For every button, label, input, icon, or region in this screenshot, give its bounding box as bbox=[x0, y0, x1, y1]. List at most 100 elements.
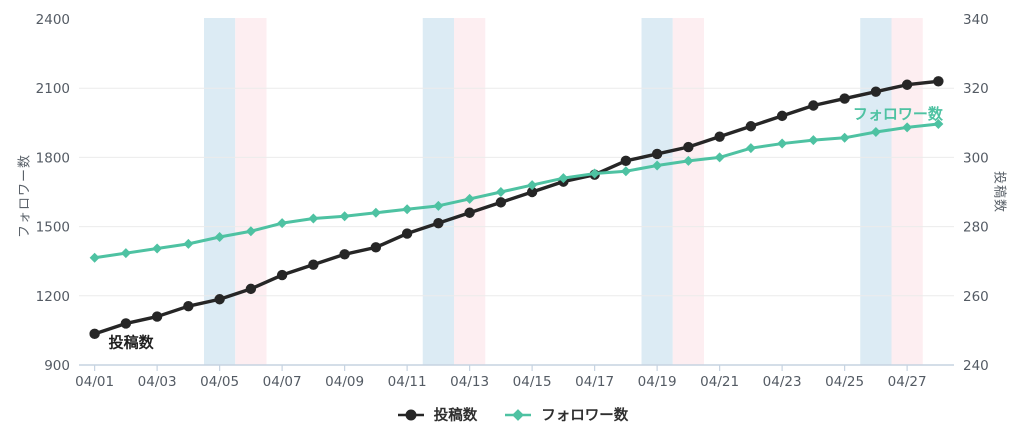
data-point-followers bbox=[277, 218, 288, 229]
saturday-band bbox=[422, 18, 454, 365]
legend-item-posts[interactable]: 投稿数 bbox=[396, 404, 478, 425]
y-right-tick-label: 300 bbox=[963, 150, 989, 166]
data-point-posts bbox=[433, 217, 444, 229]
data-point-posts bbox=[870, 86, 882, 97]
y-left-tick-label: 2100 bbox=[36, 81, 70, 97]
x-tick-label: 04/07 bbox=[263, 374, 302, 390]
x-tick-label: 04/17 bbox=[575, 374, 614, 390]
data-point-followers bbox=[620, 166, 631, 177]
data-point-posts bbox=[464, 207, 475, 218]
y-axis-left-labels: 900 1200 1500 1800 2100 2400 bbox=[36, 12, 70, 374]
data-point-posts bbox=[933, 76, 944, 87]
data-point-followers bbox=[902, 122, 913, 133]
data-point-posts bbox=[401, 228, 413, 239]
data-point-followers bbox=[183, 238, 194, 249]
y-left-tick-label: 1800 bbox=[36, 150, 70, 166]
data-point-posts bbox=[714, 131, 725, 142]
saturday-band bbox=[204, 18, 236, 365]
data-point-followers bbox=[683, 155, 694, 166]
data-point-posts bbox=[308, 259, 319, 270]
data-point-posts bbox=[276, 269, 288, 281]
posts-series-label: 投稿数 bbox=[109, 333, 155, 351]
y-left-tick-label: 900 bbox=[44, 358, 70, 374]
x-tick-label: 04/11 bbox=[388, 374, 427, 390]
data-point-posts bbox=[120, 318, 132, 329]
sunday-band bbox=[235, 18, 267, 365]
followers-series-label: フォロワー数 bbox=[853, 105, 944, 123]
data-point-followers bbox=[370, 207, 381, 218]
data-point-followers bbox=[745, 143, 756, 154]
data-point-followers bbox=[120, 248, 131, 259]
data-point-posts bbox=[339, 249, 350, 260]
series-followers bbox=[89, 118, 944, 263]
data-point-posts bbox=[370, 242, 382, 253]
x-axis: 04/01 04/03 04/05 04/07 04/09 04/11 04/13 04/15… bbox=[75, 364, 954, 390]
sunday-band bbox=[672, 18, 704, 365]
data-point-posts bbox=[651, 148, 663, 160]
data-point-posts bbox=[901, 79, 913, 90]
x-tick-label: 04/23 bbox=[763, 374, 802, 390]
y-right-tick-label: 240 bbox=[963, 358, 989, 374]
y-right-tick-label: 340 bbox=[963, 12, 989, 28]
data-point-followers bbox=[527, 180, 538, 191]
saturday-band bbox=[641, 18, 673, 365]
data-point-followers bbox=[777, 138, 788, 149]
data-point-followers bbox=[589, 168, 600, 179]
x-tick-label: 04/15 bbox=[513, 374, 552, 390]
data-point-posts bbox=[245, 283, 257, 295]
data-point-posts bbox=[526, 186, 538, 198]
x-tick-label: 04/05 bbox=[200, 374, 239, 390]
data-point-posts bbox=[183, 300, 194, 312]
data-point-followers bbox=[839, 132, 850, 143]
y-left-tick-label: 1200 bbox=[36, 289, 70, 305]
saturday-band bbox=[860, 18, 892, 365]
left-axis-title: フォロワー数 bbox=[17, 153, 33, 239]
x-tick-label: 04/25 bbox=[825, 374, 864, 390]
data-point-followers bbox=[89, 252, 100, 263]
x-tick-label: 04/27 bbox=[888, 374, 927, 390]
data-point-posts bbox=[89, 328, 100, 340]
data-point-followers bbox=[152, 243, 163, 254]
x-tick-label: 04/19 bbox=[638, 374, 677, 390]
data-point-posts bbox=[776, 110, 788, 122]
data-point-followers bbox=[339, 211, 350, 222]
x-tick-label: 04/03 bbox=[138, 374, 177, 390]
data-point-posts bbox=[808, 100, 819, 111]
data-point-posts bbox=[495, 197, 507, 208]
legend-label-posts: 投稿数 bbox=[433, 408, 478, 424]
y-right-tick-label: 320 bbox=[963, 81, 989, 97]
x-tick-label: 04/21 bbox=[700, 374, 739, 390]
legend-marker-circle-icon bbox=[397, 409, 424, 420]
data-point-posts bbox=[839, 93, 850, 104]
data-point-followers bbox=[433, 200, 444, 211]
data-point-posts bbox=[151, 311, 163, 322]
data-point-followers bbox=[308, 213, 319, 224]
y-right-tick-label: 280 bbox=[963, 220, 989, 236]
data-point-followers bbox=[808, 135, 819, 146]
sunday-band bbox=[891, 18, 923, 365]
y-axis-right-labels: 240 260 280 300 320 340 bbox=[963, 12, 989, 374]
data-point-followers bbox=[652, 160, 663, 171]
chart-legend: 投稿数 フォロワー数 bbox=[0, 404, 1024, 425]
data-point-posts bbox=[620, 155, 632, 167]
data-point-followers bbox=[245, 226, 256, 237]
data-point-followers bbox=[933, 118, 944, 129]
data-point-posts bbox=[683, 141, 694, 153]
series-line bbox=[93, 122, 940, 260]
sunday-band bbox=[454, 18, 486, 365]
data-point-followers bbox=[214, 231, 225, 242]
x-tick-label: 04/09 bbox=[325, 374, 364, 390]
data-point-followers bbox=[870, 127, 881, 138]
weekend-bands-layer bbox=[204, 18, 923, 365]
data-point-followers bbox=[714, 152, 725, 163]
legend-label-followers: フォロワー数 bbox=[541, 408, 629, 424]
data-point-followers bbox=[464, 193, 475, 204]
x-tick-label: 04/13 bbox=[450, 374, 489, 390]
gridlines-layer bbox=[79, 87, 954, 297]
y-right-tick-label: 260 bbox=[963, 289, 989, 305]
series-line bbox=[92, 79, 941, 336]
legend-item-followers[interactable]: フォロワー数 bbox=[503, 404, 628, 425]
y-left-tick-label: 2400 bbox=[36, 12, 70, 28]
x-tick-label: 04/01 bbox=[75, 374, 114, 390]
